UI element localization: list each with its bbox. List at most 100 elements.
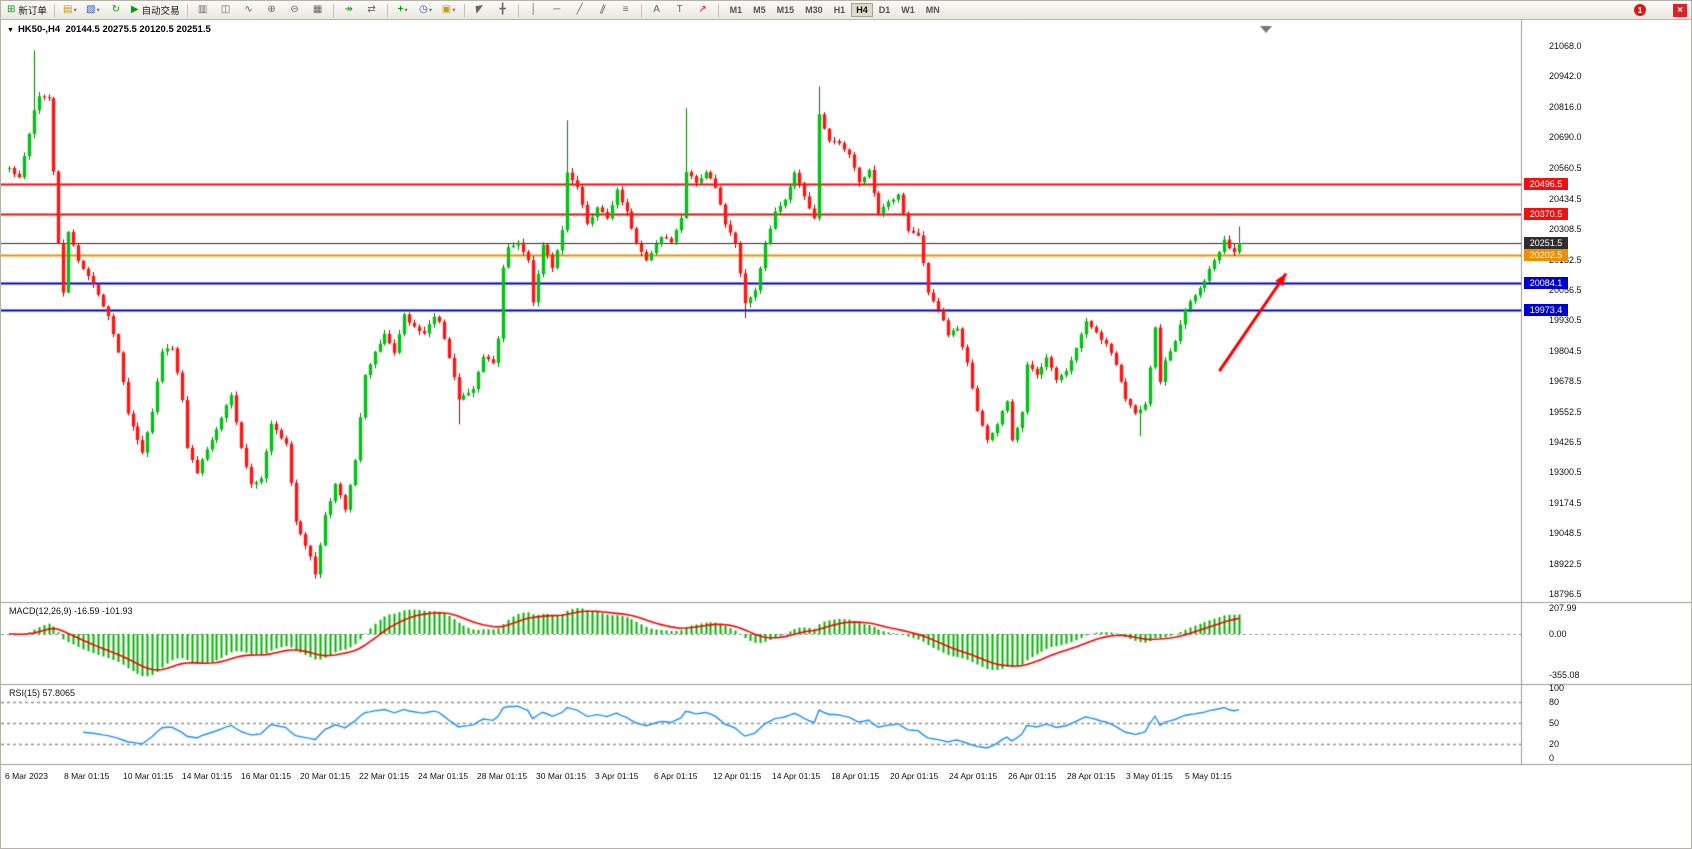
zoom-in-button[interactable]: ⊕ bbox=[261, 2, 283, 19]
chevron-down-icon: ▾ bbox=[404, 7, 408, 14]
templates-button[interactable]: ▣ ▾ bbox=[438, 2, 460, 19]
time-axis-label: 24 Mar 01:15 bbox=[418, 771, 469, 781]
toolbar-separator bbox=[463, 3, 465, 17]
timeframe-group: M1 M5 M15 M30 H1 H4 D1 W1 MN bbox=[725, 3, 945, 17]
candlestick-chart-button[interactable]: ◫ bbox=[215, 2, 237, 19]
time-axis[interactable]: 6 Mar 2023 8 Mar 01:15 10 Mar 01:15 14 Mar … bbox=[1, 765, 1521, 787]
time-axis-label: 30 Mar 01:15 bbox=[536, 771, 587, 781]
toolbar-separator bbox=[640, 3, 642, 17]
tile-windows-button[interactable]: ▦ bbox=[307, 2, 329, 19]
price-axis-label: 19930.5 bbox=[1549, 315, 1582, 326]
new-chart-icon: ▤ bbox=[63, 4, 73, 15]
crosshair-button[interactable]: ╋ bbox=[492, 2, 514, 19]
trendline-button[interactable]: ╱ bbox=[569, 2, 591, 19]
cursor-button[interactable]: ◤ bbox=[469, 2, 491, 19]
chart-shift-button[interactable]: ⇄ bbox=[361, 2, 383, 19]
macd-axis-label: -355.08 bbox=[1549, 670, 1580, 680]
time-axis-label: 22 Mar 01:15 bbox=[359, 771, 410, 781]
new-chart-button[interactable]: ▤ ▾ bbox=[59, 2, 81, 19]
fibonacci-button[interactable]: ≡ bbox=[615, 2, 637, 19]
time-axis-label: 28 Mar 01:15 bbox=[477, 771, 528, 781]
new-order-icon: ⊞ bbox=[7, 4, 16, 15]
price-tag: 19973.4 bbox=[1524, 304, 1568, 317]
timeframe-m30[interactable]: M30 bbox=[805, 5, 823, 15]
line-chart-button[interactable]: ∿ bbox=[238, 2, 260, 19]
price-axis-label: 19048.5 bbox=[1549, 528, 1582, 539]
price-axis-label: 20690.0 bbox=[1549, 132, 1582, 143]
time-axis-label: 12 Apr 01:15 bbox=[713, 771, 762, 781]
auto-trading-button[interactable]: ▶ 自动交易 bbox=[128, 2, 183, 19]
vertical-line-icon: │ bbox=[530, 4, 537, 15]
auto-scroll-button[interactable]: ↠ bbox=[338, 2, 360, 19]
template-icon: ▣ bbox=[441, 4, 452, 15]
indicators-button[interactable]: + ▾ bbox=[392, 2, 414, 19]
macd-axis-label: 207.99 bbox=[1549, 603, 1577, 613]
price-axis[interactable]: 21068.0 20942.0 20816.0 20690.0 20560.5 20434… bbox=[1522, 20, 1691, 764]
price-axis-label: 19678.5 bbox=[1549, 376, 1582, 387]
notification-badge[interactable]: 1 bbox=[1634, 4, 1646, 16]
tile-windows-icon: ▦ bbox=[312, 4, 323, 15]
time-axis-label: 26 Apr 01:15 bbox=[1008, 771, 1057, 781]
bar-chart-button[interactable]: ▥ bbox=[192, 2, 214, 19]
zoom-out-icon: ⊖ bbox=[290, 4, 299, 15]
horizontal-line-button[interactable]: ─ bbox=[546, 2, 568, 19]
toolbar-separator bbox=[332, 3, 334, 17]
timeframe-m1[interactable]: M1 bbox=[729, 5, 743, 15]
chart-canvas[interactable] bbox=[1, 20, 1691, 848]
time-axis-label: 28 Apr 01:15 bbox=[1067, 771, 1116, 781]
price-axis-label: 18922.5 bbox=[1549, 558, 1582, 569]
price-axis-label: 18796.5 bbox=[1549, 588, 1582, 599]
timeframe-w1[interactable]: W1 bbox=[901, 5, 915, 15]
time-axis-label: 10 Mar 01:15 bbox=[123, 771, 174, 781]
timeframe-m15[interactable]: M15 bbox=[776, 5, 795, 15]
price-axis-label: 19804.5 bbox=[1549, 345, 1582, 356]
rsi-axis-label: 50 bbox=[1549, 718, 1560, 728]
rsi-axis-label: 20 bbox=[1549, 739, 1560, 749]
auto-trading-icon: ▶ bbox=[130, 4, 139, 15]
auto-scroll-icon: ↠ bbox=[344, 4, 353, 15]
zoom-in-icon: ⊕ bbox=[267, 4, 276, 15]
profiles-button[interactable]: ▧ ▾ bbox=[82, 2, 104, 19]
candlestick-chart-icon: ◫ bbox=[220, 4, 231, 15]
new-order-button[interactable]: ⊞ 新订单 bbox=[4, 2, 50, 19]
periods-button[interactable]: ◷ ▾ bbox=[415, 2, 437, 19]
price-axis-label: 21068.0 bbox=[1549, 41, 1582, 51]
price-axis-label: 20434.5 bbox=[1549, 193, 1582, 204]
toolbar-separator bbox=[717, 3, 719, 17]
price-tag: 20084.1 bbox=[1524, 277, 1568, 290]
arrows-button[interactable]: ↗ bbox=[692, 2, 714, 19]
chart-shift-icon: ⇄ bbox=[367, 4, 376, 15]
timeframe-mn[interactable]: MN bbox=[925, 5, 940, 15]
toolbar-separator bbox=[386, 3, 388, 17]
refresh-button[interactable]: ↻ bbox=[105, 2, 127, 19]
time-axis-label: 14 Apr 01:15 bbox=[772, 771, 821, 781]
horizontal-line-icon: ─ bbox=[553, 4, 561, 15]
fibonacci-icon: ≡ bbox=[622, 4, 629, 15]
chevron-down-icon: ▾ bbox=[452, 7, 456, 14]
timeframe-d1[interactable]: D1 bbox=[878, 5, 891, 15]
time-axis-label: 20 Apr 01:15 bbox=[890, 771, 939, 781]
price-axis-label: 19552.5 bbox=[1549, 406, 1582, 417]
bar-chart-icon: ▥ bbox=[197, 4, 208, 15]
zoom-out-button[interactable]: ⊖ bbox=[284, 2, 306, 19]
channel-button[interactable]: ∥ bbox=[592, 2, 614, 19]
time-axis-label: 8 Mar 01:15 bbox=[64, 771, 110, 781]
timeframe-h4[interactable]: H4 bbox=[851, 3, 873, 17]
timeframe-h1[interactable]: H1 bbox=[833, 5, 846, 15]
auto-trading-label: 自动交易 bbox=[141, 6, 180, 17]
time-axis-label: 24 Apr 01:15 bbox=[949, 771, 998, 781]
refresh-icon: ↻ bbox=[111, 4, 121, 15]
timeframe-m5[interactable]: M5 bbox=[753, 5, 766, 15]
price-axis-label: 19174.5 bbox=[1549, 497, 1582, 508]
crosshair-icon: ╋ bbox=[499, 4, 506, 15]
text-button[interactable]: A bbox=[646, 2, 668, 19]
price-tag: 20202.5 bbox=[1524, 248, 1568, 261]
text-label-button[interactable]: T bbox=[669, 2, 691, 19]
rsi-axis-label: 0 bbox=[1549, 753, 1555, 763]
chevron-down-icon: ▾ bbox=[428, 7, 433, 14]
time-axis-label: 20 Mar 01:15 bbox=[300, 771, 351, 781]
time-axis-label: 18 Apr 01:15 bbox=[831, 771, 880, 781]
arrows-icon: ↗ bbox=[698, 4, 707, 15]
close-button[interactable]: × bbox=[1673, 3, 1687, 17]
vertical-line-button[interactable]: │ bbox=[523, 2, 545, 19]
